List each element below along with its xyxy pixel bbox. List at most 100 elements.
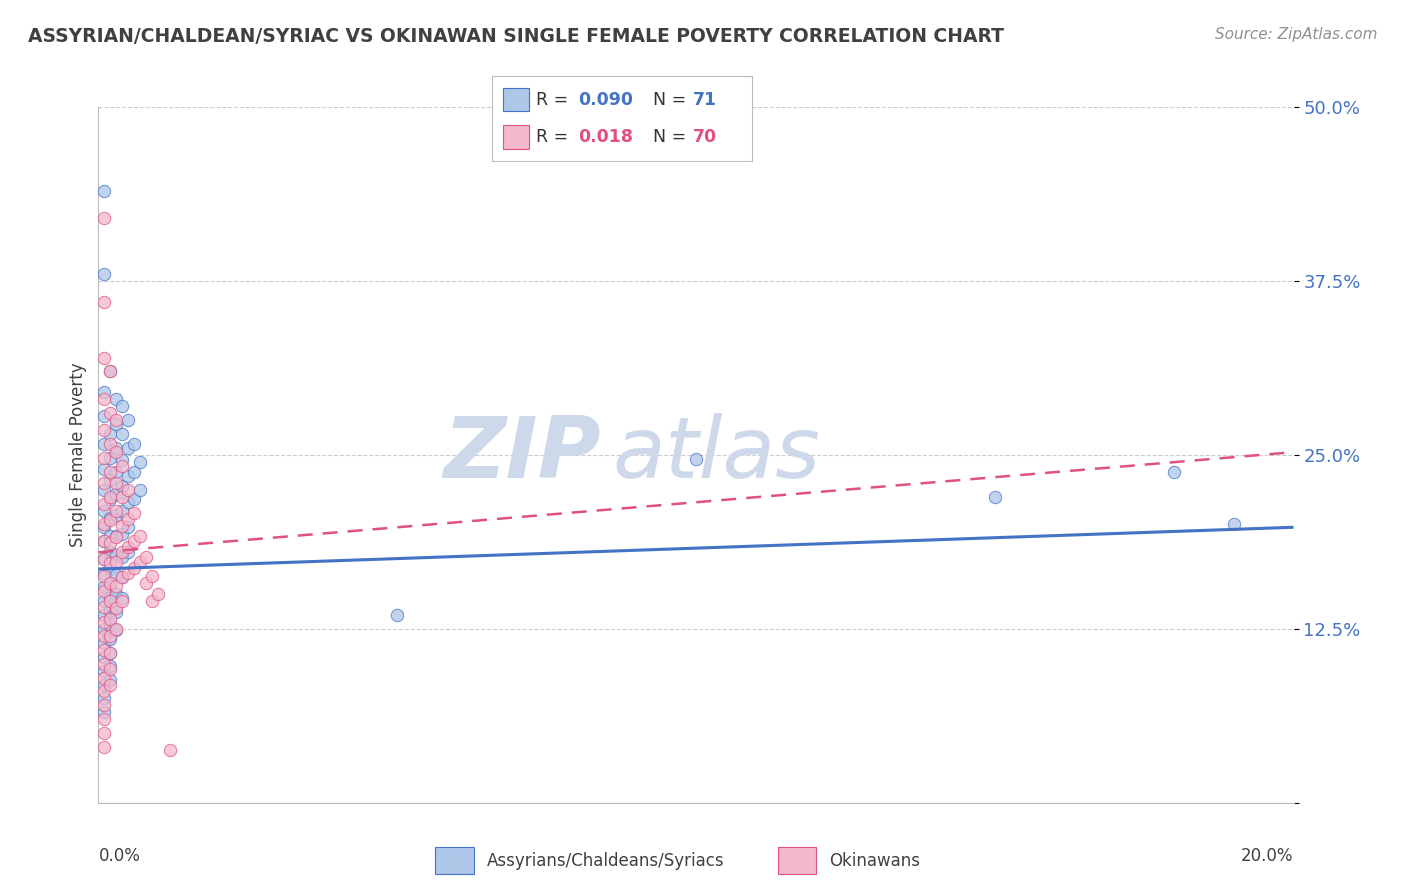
Point — [98, 673, 122, 688]
Point — [93, 584, 115, 599]
Point — [98, 576, 122, 591]
Point — [124, 465, 146, 479]
Point — [117, 545, 139, 559]
Point — [98, 465, 122, 479]
Point — [111, 591, 134, 606]
Point — [93, 664, 115, 678]
Point — [685, 452, 707, 467]
Point — [98, 545, 122, 559]
Point — [117, 441, 139, 455]
Point — [111, 458, 134, 473]
Point — [117, 512, 139, 526]
Text: 71: 71 — [692, 91, 717, 109]
Point — [111, 519, 134, 533]
Point — [105, 579, 128, 593]
Point — [93, 437, 115, 451]
Point — [98, 562, 122, 576]
Point — [105, 587, 128, 601]
Point — [111, 453, 134, 467]
Point — [98, 492, 122, 507]
Point — [93, 520, 115, 534]
Point — [98, 427, 122, 442]
Y-axis label: Single Female Poverty: Single Female Poverty — [69, 363, 87, 547]
Point — [98, 591, 122, 606]
Point — [98, 646, 122, 660]
Point — [98, 510, 122, 524]
Point — [135, 549, 157, 564]
Point — [93, 649, 115, 664]
Point — [111, 503, 134, 517]
Point — [117, 483, 139, 497]
Point — [93, 409, 115, 423]
Point — [98, 513, 122, 527]
Point — [105, 417, 128, 432]
Point — [93, 497, 115, 511]
Bar — [434, 847, 474, 874]
Bar — [502, 87, 529, 112]
Bar — [778, 847, 817, 874]
Point — [93, 629, 115, 643]
Point — [117, 495, 139, 509]
Point — [124, 560, 146, 574]
Point — [93, 503, 115, 517]
Point — [93, 211, 115, 226]
Point — [141, 594, 163, 608]
Point — [124, 492, 146, 507]
Point — [105, 555, 128, 569]
Point — [93, 267, 115, 281]
Point — [98, 473, 122, 487]
Point — [124, 437, 146, 451]
Point — [93, 534, 115, 549]
Point — [98, 632, 122, 646]
Text: N =: N = — [654, 128, 686, 145]
Point — [159, 743, 181, 757]
Bar — [502, 125, 529, 149]
Point — [93, 566, 115, 581]
Point — [105, 487, 128, 501]
Point — [93, 392, 115, 407]
Point — [105, 475, 128, 490]
Point — [105, 392, 128, 407]
Point — [117, 540, 139, 554]
Text: 20.0%: 20.0% — [1241, 847, 1294, 865]
Text: 70: 70 — [692, 128, 717, 145]
Text: R =: R = — [536, 128, 568, 145]
Point — [111, 490, 134, 504]
Text: atlas: atlas — [612, 413, 820, 497]
Point — [124, 507, 146, 521]
Point — [93, 726, 115, 740]
Point — [98, 612, 122, 626]
Point — [93, 671, 115, 685]
Point — [117, 520, 139, 534]
Point — [93, 450, 115, 465]
Point — [93, 684, 115, 698]
Point — [105, 528, 128, 542]
Point — [385, 607, 409, 622]
Point — [148, 587, 170, 601]
Point — [105, 622, 128, 636]
Point — [93, 615, 115, 629]
Point — [129, 455, 152, 469]
Point — [93, 691, 115, 706]
Point — [98, 406, 122, 420]
Point — [93, 475, 115, 490]
Point — [124, 534, 146, 549]
Point — [93, 657, 115, 671]
Point — [111, 478, 134, 492]
Point — [111, 427, 134, 442]
Point — [135, 576, 157, 591]
Point — [93, 622, 115, 636]
Point — [98, 577, 122, 591]
Point — [93, 712, 115, 726]
Point — [93, 642, 115, 657]
Point — [93, 599, 115, 614]
Point — [105, 465, 128, 479]
Point — [93, 552, 115, 566]
Point — [111, 570, 134, 584]
Point — [105, 624, 128, 638]
Point — [93, 385, 115, 400]
Point — [105, 605, 128, 619]
Point — [111, 594, 134, 608]
Point — [93, 580, 115, 594]
Point — [98, 437, 122, 451]
